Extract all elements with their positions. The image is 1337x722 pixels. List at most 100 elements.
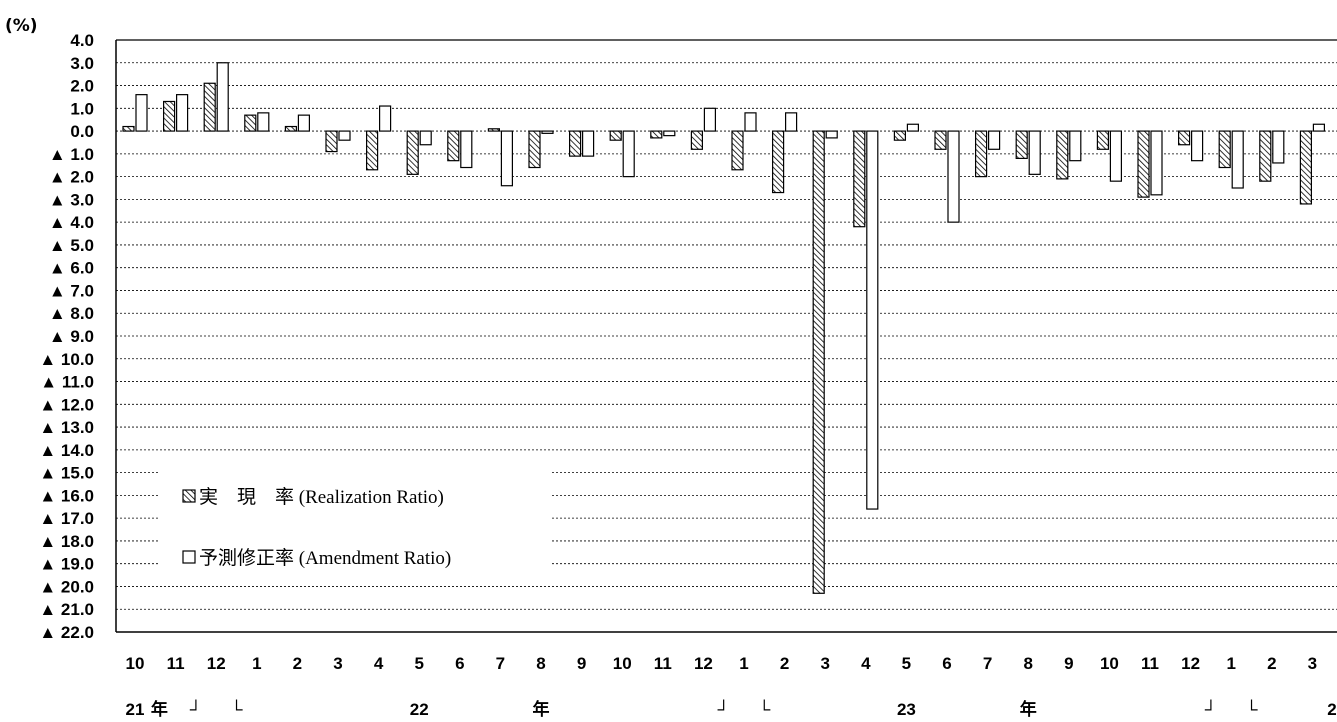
year-label: 年 (533, 699, 550, 719)
bar-amendment (338, 130, 351, 141)
year-label: ┘ (718, 699, 730, 719)
x-tick-label: 5 (414, 654, 423, 673)
x-tick-label: 8 (1023, 654, 1032, 673)
bar-realization (893, 130, 907, 141)
bar-realization (974, 130, 988, 178)
x-tick-label: 3 (333, 654, 342, 673)
bar-amendment (419, 130, 432, 146)
y-tick-label: ▲ 14.0 (39, 441, 94, 460)
bar-amendment (866, 130, 879, 510)
x-tick-label: 8 (536, 654, 545, 673)
bar-realization (284, 125, 297, 132)
y-tick-label: ▲ 19.0 (39, 555, 94, 574)
x-tick-label: 3 (1308, 654, 1317, 673)
y-unit-label: (%) (5, 16, 38, 36)
y-tick-label: ▲ 4.0 (49, 213, 94, 232)
y-tick-label: ▲ 18.0 (39, 532, 94, 551)
year-label: ┘ (1205, 699, 1217, 719)
bar-amendment (622, 130, 635, 178)
bar-realization (650, 130, 663, 139)
x-tick-label: 12 (207, 654, 226, 673)
x-tick-label: 10 (1100, 654, 1119, 673)
year-label: └ (230, 699, 243, 719)
y-tick-label: ▲ 22.0 (39, 623, 94, 642)
y-tick-label: ▲ 2.0 (49, 168, 94, 187)
bar-amendment (541, 130, 554, 134)
bar-realization (528, 130, 541, 169)
gridlines (116, 62, 1337, 610)
bar-amendment (825, 130, 838, 139)
year-label: 22 (410, 700, 429, 719)
x-tick-label: 3 (820, 654, 829, 673)
y-tick-label: ▲ 13.0 (39, 418, 94, 437)
y-tick-label: ▲ 16.0 (39, 486, 94, 505)
y-tick-label: 4.0 (70, 31, 94, 50)
bar-amendment (1028, 130, 1041, 175)
legend-swatch-amendment (182, 550, 196, 564)
legend: 実 現 率 (Realization Ratio) 予測修正率 (Amendme… (158, 464, 551, 584)
bar-realization (122, 125, 135, 132)
bar-realization (203, 82, 216, 132)
bar-realization (1137, 130, 1150, 198)
year-label: 21 (126, 700, 145, 719)
bar-realization (1259, 130, 1272, 182)
bar-realization (325, 130, 338, 153)
x-tick-label: 11 (654, 654, 672, 673)
bar-amendment (581, 130, 595, 157)
x-tick-label: 11 (167, 654, 185, 673)
bar-realization (1096, 130, 1110, 150)
bars (122, 62, 1326, 594)
bar-realization (1218, 130, 1231, 169)
x-tick-label: 2 (780, 654, 789, 673)
bar-realization (1015, 130, 1028, 159)
bar-realization (812, 130, 825, 594)
bar-amendment (1109, 130, 1123, 182)
year-label: 年 (1020, 699, 1037, 719)
bar-amendment (784, 112, 798, 132)
x-tick-label: 6 (455, 654, 464, 673)
bar-realization (163, 100, 176, 132)
year-label: └ (758, 699, 771, 719)
year-label: 年 (151, 699, 168, 719)
x-tick-label: 2 (1267, 654, 1276, 673)
bar-amendment (1231, 130, 1244, 189)
bar-amendment (1190, 130, 1204, 162)
legend-label-realization: 実 現 率 (Realization Ratio) (199, 486, 444, 508)
bar-realization (731, 130, 744, 171)
x-tick-label: 2 (293, 654, 302, 673)
y-tick-label: ▲ 6.0 (49, 259, 94, 278)
bar-amendment (1272, 130, 1285, 164)
x-tick-label: 6 (942, 654, 951, 673)
y-tick-label: 3.0 (70, 54, 94, 73)
y-tick-label: ▲ 15.0 (39, 464, 94, 483)
year-label: 23 (897, 700, 916, 719)
bar-amendment (1069, 130, 1082, 162)
bar-amendment (460, 130, 473, 169)
x-tick-labels: 1011121234567891011121234567891011121234 (126, 654, 1318, 673)
year-label: └ (1245, 699, 1258, 719)
x-tick-label: 7 (496, 654, 505, 673)
bar-amendment (744, 112, 757, 132)
y-tick-label: ▲ 10.0 (39, 350, 94, 369)
bar-realization (1177, 130, 1191, 146)
year-labels: 21年┘└22年┘└23年┘└24年 (126, 699, 1337, 719)
bar-amendment (297, 114, 310, 132)
y-tick-label: ▲ 5.0 (49, 236, 94, 255)
x-tick-label: 4 (861, 654, 871, 673)
y-tick-label: ▲ 3.0 (49, 190, 94, 209)
bar-amendment (947, 130, 960, 223)
y-tick-labels: 4.0 3.0 2.0 1.0 0.0 ▲ 1.0 ▲ 2.0 ▲ 3.0 ▲ 4.0 ▲ 5.0… (39, 31, 94, 642)
bar-realization (690, 130, 704, 150)
y-tick-label: ▲ 7.0 (49, 281, 94, 300)
y-tick-label: ▲ 12.0 (39, 395, 94, 414)
x-tick-label: 5 (902, 654, 911, 673)
bar-amendment (703, 107, 717, 132)
x-tick-label: 4 (374, 654, 384, 673)
bar-amendment (176, 94, 189, 132)
bar-amendment (257, 112, 270, 132)
y-tick-label: 2.0 (70, 77, 94, 96)
x-tick-label: 1 (252, 654, 261, 673)
bar-amendment (500, 130, 513, 187)
x-tick-label: 1 (1226, 654, 1235, 673)
bar-amendment (663, 130, 676, 137)
